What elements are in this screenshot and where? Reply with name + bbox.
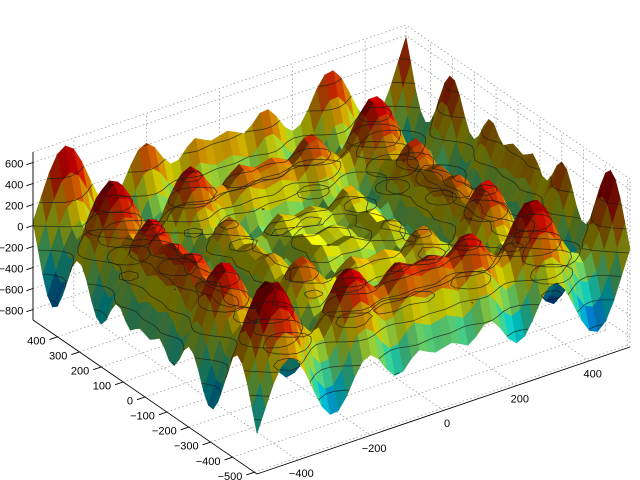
floor-grid-x <box>292 231 517 387</box>
contour-line <box>49 178 603 330</box>
y-tick <box>71 351 80 356</box>
wall-grid-z2 <box>405 77 631 232</box>
box-edge <box>32 24 407 153</box>
z-tick <box>26 309 34 313</box>
floor-grid-y <box>254 344 628 473</box>
y-tick <box>180 426 189 431</box>
y-tick <box>93 366 102 371</box>
y-tick-label: −500 <box>218 471 243 480</box>
z-tick-label: 0 <box>17 222 23 234</box>
y-tick <box>49 336 58 341</box>
x-tick-label: 0 <box>444 418 450 430</box>
y-tick <box>224 456 233 461</box>
floor-grid-x <box>73 305 299 461</box>
z-tick-label: −600 <box>0 285 23 297</box>
axes-layer <box>26 152 631 476</box>
z-tick-label: 600 <box>5 159 23 171</box>
contour-line <box>47 58 622 324</box>
wall-grid-z <box>32 56 407 184</box>
y-tick-label: 100 <box>93 381 111 393</box>
z-tick <box>26 267 34 271</box>
y-tick-label: 300 <box>49 351 67 363</box>
y-tick-label: −400 <box>196 456 221 468</box>
contour-line <box>39 81 627 349</box>
labels-layer: −400 −200 0 200 400 −500 −400 −300 −200 −100 0 100 2… <box>0 159 602 480</box>
z-tick-label: 200 <box>5 201 23 213</box>
wall-grid-z <box>32 35 407 163</box>
x-tick-label: 400 <box>584 369 602 381</box>
z-tick-label: −800 <box>0 306 23 318</box>
x-tick-label: −200 <box>362 443 387 455</box>
contour-line <box>33 105 629 373</box>
x-tick-label: −400 <box>289 468 314 480</box>
box-edge <box>405 24 631 180</box>
x-tick-label: 200 <box>511 393 529 405</box>
contour-line <box>42 153 615 421</box>
y-tick-label: 0 <box>127 396 133 408</box>
y-tick-label: 200 <box>71 366 89 378</box>
z-tick-label: 400 <box>5 180 23 192</box>
y-tick <box>136 396 146 401</box>
floor-grid-x <box>364 206 590 362</box>
y-tick-label: 400 <box>27 336 45 348</box>
z-tick <box>26 288 34 292</box>
y-tick-label: −100 <box>130 411 155 423</box>
z-tick <box>26 246 34 250</box>
surface-layer <box>32 37 631 435</box>
z-tick <box>26 162 34 166</box>
y-tick <box>114 381 124 386</box>
y-tick-label: −200 <box>152 426 177 438</box>
wall-grid-z2 <box>405 35 631 190</box>
floor-grid-y <box>232 329 606 458</box>
y-tick <box>202 441 211 446</box>
z-tick <box>26 204 34 208</box>
z-tick-label: −400 <box>0 264 23 276</box>
y-tick-label: −300 <box>174 441 199 453</box>
y-tick <box>158 411 168 416</box>
x-axis-line <box>256 346 631 475</box>
z-tick <box>26 225 34 229</box>
floor-grid-x <box>219 256 444 411</box>
wall-grid-z2 <box>405 56 631 211</box>
z-tick <box>26 183 34 187</box>
y-tick <box>246 471 255 476</box>
z-tick-label: −200 <box>0 243 23 255</box>
